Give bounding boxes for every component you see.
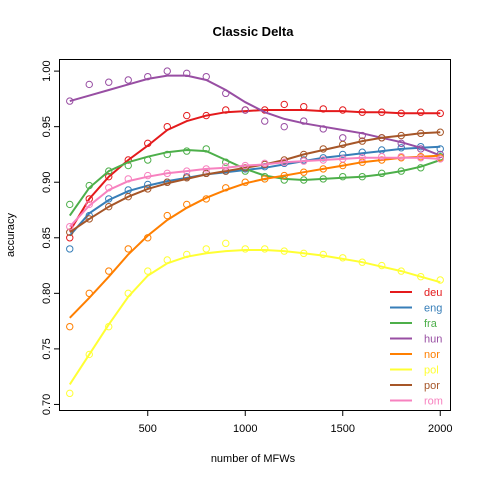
x-axis-title: number of MFWs [211,453,296,465]
data-point [280,122,288,131]
legend-label: eng [424,303,442,315]
data-point [105,78,113,86]
data-point [124,192,132,201]
smooth-line [69,154,441,319]
data-point [261,117,269,125]
legend-label: nor [424,349,440,361]
y-tick-label: 0.75 [41,338,53,359]
smooth-line [68,249,441,385]
data-point [300,102,308,111]
data-point [124,76,132,84]
chart-title: Classic Delta [213,24,295,39]
y-tick-label: 0.80 [41,283,53,304]
legend-label: hun [424,334,442,346]
series-pol [66,239,444,398]
x-tick-label: 2000 [428,423,452,435]
data-point [85,200,93,209]
y-tick-label: 0.90 [41,172,53,193]
data-point [105,172,113,181]
data-point [66,200,74,209]
smooth-line [69,156,441,228]
series-deu [66,100,444,242]
series-rom [66,152,444,231]
legend: deu eng fra hun nor pol por rom [390,287,443,408]
data-point [85,195,93,203]
data-point [202,245,210,253]
data-point [105,267,113,275]
data-point [241,245,249,253]
y-axis-title: accuracy [5,212,17,257]
data-point [222,239,230,248]
smooth-line [69,131,441,234]
y-axis: 0.70 0.75 0.80 0.85 0.90 0.95 1.00 [41,60,60,415]
data-point [280,100,288,109]
data-point [66,389,74,398]
data-point [66,222,74,231]
smooth-line [69,74,441,157]
data-point [378,152,386,161]
data-point [339,134,347,142]
plot-frame [59,59,451,411]
data-point [183,111,191,120]
data-point [144,267,152,275]
data-point [66,228,74,236]
x-tick-label: 500 [139,423,157,435]
data-point [85,215,93,223]
y-tick-label: 0.85 [41,227,53,248]
data-point [105,167,113,175]
data-point [85,350,93,359]
data-point [85,80,93,89]
legend-label: pol [424,365,439,377]
data-point [163,67,171,75]
data-point [124,245,132,253]
smooth-line [69,145,441,237]
x-axis: 500 1000 1500 2000 [139,410,452,435]
y-tick-label: 1.00 [41,60,53,81]
data-point [417,108,425,116]
y-tick-label: 0.95 [41,116,53,137]
data-point [66,322,74,331]
data-point [241,106,249,114]
x-tick-label: 1000 [233,423,257,435]
data-point [397,152,405,161]
legend-label: fra [424,318,438,330]
y-tick-label: 0.70 [41,394,53,415]
data-point [436,145,444,153]
x-tick-label: 1500 [331,423,355,435]
data-point [339,106,347,114]
data-point [300,117,308,125]
data-point [163,211,171,220]
data-point [261,245,269,253]
series-por [66,128,444,236]
legend-label: por [424,380,440,392]
data-point [436,276,444,284]
data-point [66,245,74,253]
smooth-line [68,109,441,232]
legend-label: rom [424,396,443,408]
data-point [105,202,113,211]
legend-label: deu [424,287,442,299]
series-layer [66,67,444,398]
smooth-line [68,148,441,217]
